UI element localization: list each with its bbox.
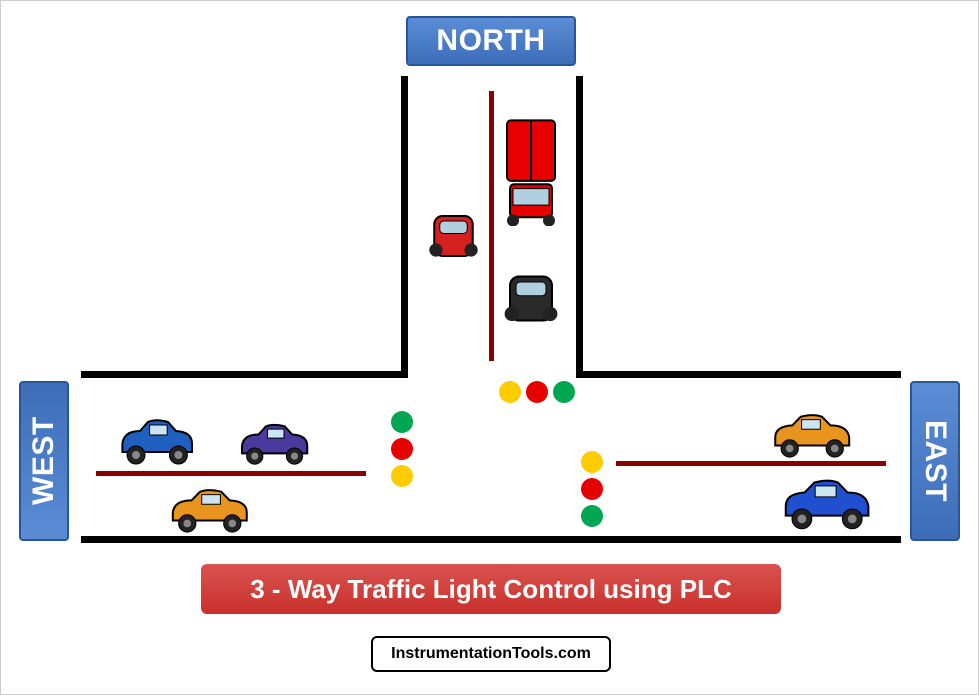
road-edge <box>401 76 408 376</box>
traffic-light-east <box>581 451 603 473</box>
car-icon <box>781 476 876 536</box>
source-attribution: InstrumentationTools.com <box>371 636 611 672</box>
car-icon <box>426 211 481 266</box>
car-icon <box>116 416 196 471</box>
traffic-light-east <box>581 478 603 500</box>
traffic-light-north <box>526 381 548 403</box>
direction-label-west: WEST <box>19 381 69 541</box>
car-icon <box>501 271 561 331</box>
car-icon <box>236 421 311 471</box>
road-edge <box>576 371 901 378</box>
direction-label-east: EAST <box>910 381 960 541</box>
traffic-light-west <box>391 438 413 460</box>
car-icon <box>771 411 856 464</box>
truck-icon <box>501 116 561 231</box>
lane-divider <box>489 91 494 361</box>
road-edge <box>81 371 408 378</box>
diagram-title: 3 - Way Traffic Light Control using PLC <box>201 564 781 614</box>
traffic-light-west <box>391 465 413 487</box>
traffic-light-north <box>553 381 575 403</box>
lane-divider <box>96 471 366 476</box>
direction-label-north: NORTH <box>406 16 576 66</box>
road-edge <box>576 76 583 376</box>
traffic-light-east <box>581 505 603 527</box>
traffic-light-north <box>499 381 521 403</box>
car-icon <box>166 486 251 539</box>
traffic-light-west <box>391 411 413 433</box>
